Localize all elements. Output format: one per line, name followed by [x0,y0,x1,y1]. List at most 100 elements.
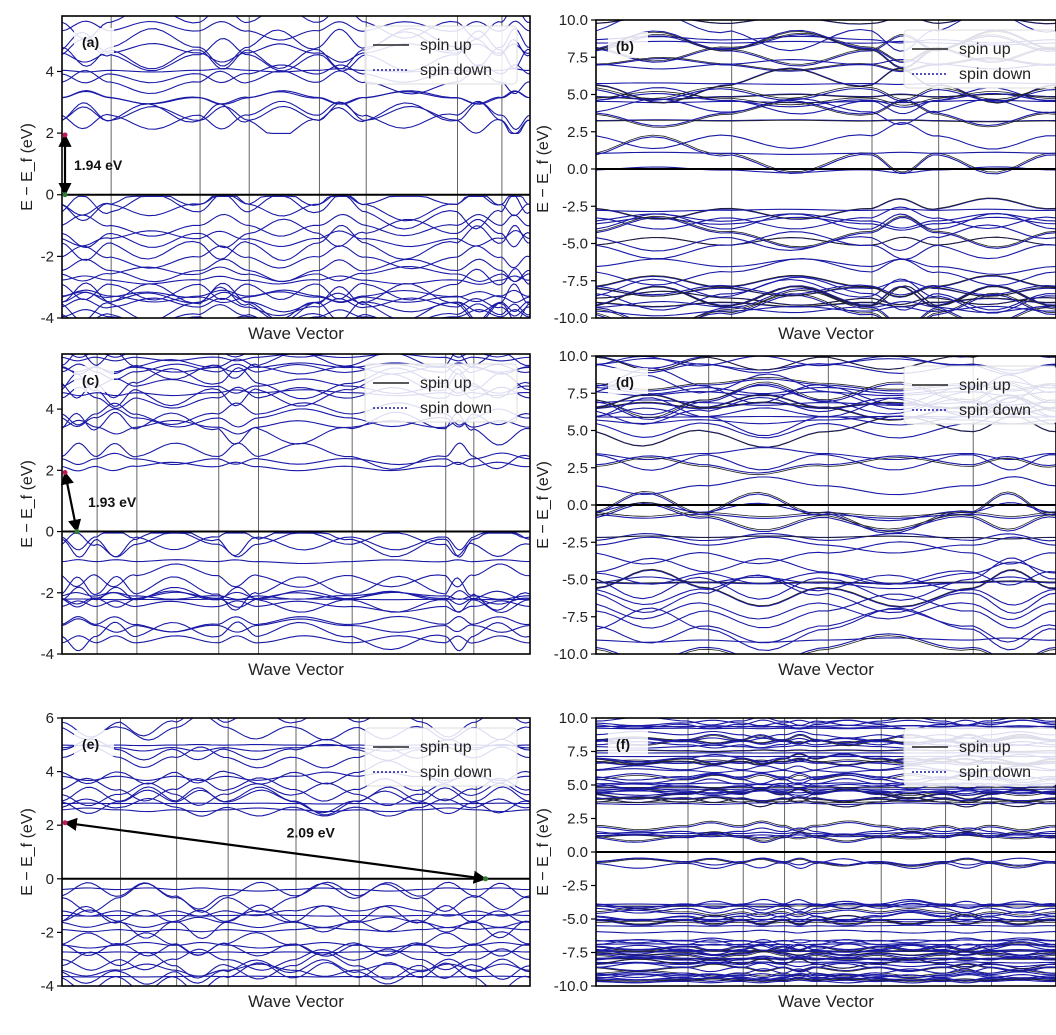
band-line-up [596,490,1056,533]
band-line-up [596,86,1056,100]
legend-label-spin-down: spin down [420,764,492,781]
y-tick-label: 0.0 [567,497,588,514]
band-line [62,309,530,318]
band-line [596,576,1056,590]
y-tick-label: 7.5 [567,744,588,761]
band-line-up [596,942,1056,952]
band-line [596,206,1056,230]
band-line [62,914,530,917]
y-tick-label: -5.0 [562,572,588,589]
band-line [596,383,1056,421]
y-axis-label: E − E_f (eV) [535,808,552,896]
y-tick-label: 2.5 [567,124,588,141]
band-gap-label: 2.09 eV [287,824,336,840]
band-line [596,384,1056,416]
band-line [62,586,530,614]
band-line [596,929,1056,934]
y-axis-label: E − E_f (eV) [19,123,36,211]
band-gap-arrow [60,471,82,533]
legend-label-spin-up: spin up [420,37,472,54]
band-line [596,557,1056,586]
band-line [62,101,530,134]
legend-box [903,365,1056,425]
band-line [62,245,530,270]
band-line [596,33,1056,64]
band-line [596,57,1056,73]
band-line [596,82,1056,85]
band-line [62,887,530,892]
band-line [596,285,1056,307]
y-tick-label: 5.0 [567,87,588,104]
band-line [596,258,1056,287]
legend: spin up spin down [364,363,518,423]
panel-c: -4 -2 0 2 4 E − E_f (eV) Wave Vector (c) spin up… [19,353,531,679]
band-line [596,224,1056,252]
panel-label: (d) [616,374,634,390]
band-line [62,926,530,933]
y-tick-label: 7.5 [567,49,588,66]
y-tick-label: -4 [41,310,54,327]
legend: spin up spin down [903,727,1056,787]
band-line [62,282,530,318]
band-line [62,286,530,318]
cbm-point [62,820,68,826]
x-axis-label: Wave Vector [778,660,874,679]
band-line [596,197,1056,220]
band-line-up [596,958,1056,970]
y-tick-label: -2 [41,585,54,602]
band-line [596,258,1056,275]
band-line-up [596,119,1056,123]
y-tick-label: 7.5 [567,385,588,402]
band-line [596,903,1056,908]
legend-label-spin-up: spin up [959,41,1011,58]
y-tick-label: 2 [46,462,54,479]
band-line [62,20,530,41]
band-line [62,90,530,105]
band-line [62,195,530,230]
legend-label-spin-up: spin up [420,739,472,756]
y-axis-label: E − E_f (eV) [19,808,36,896]
y-tick-label: 2 [46,125,54,142]
band-line-up [596,134,1056,173]
legend-label-spin-down: spin down [959,402,1031,419]
band-line [596,288,1056,318]
legend-label-spin-up: spin up [959,739,1011,756]
band-line [62,948,530,971]
band-line-up [596,33,1056,65]
panel-label-bg [608,730,648,756]
band-line [596,569,1056,608]
y-tick-label: 4 [46,63,54,80]
band-line-up [596,100,1056,128]
band-line [596,513,1056,519]
legend: spin up spin down [364,727,518,787]
band-line [596,40,1056,46]
band-line-up [596,394,1056,421]
y-tick-label: 0.0 [567,161,588,178]
band-gap-label: 1.94 eV [74,157,123,173]
band-line [596,397,1056,437]
band-line-up [596,356,1056,372]
band-line [596,20,1056,52]
band-line-up [596,797,1056,808]
panel-label-bg [74,366,114,392]
band-line [596,637,1056,643]
band-line [596,393,1056,421]
band-line [596,408,1056,439]
band-line [62,941,530,949]
band-line [62,797,530,817]
y-tick-label: 4 [46,401,54,418]
band-line [596,87,1056,102]
band-line-up [596,501,1056,531]
cbm-point [62,132,68,138]
bands-f [596,718,1056,986]
band-line-up [596,831,1056,842]
band-line [62,951,530,980]
band-line [62,224,530,262]
band-line [596,119,1056,122]
band-line-up [596,820,1056,831]
band-line-up [596,297,1056,307]
band-line [62,600,530,613]
band-line [596,363,1056,374]
band-line [596,724,1056,728]
